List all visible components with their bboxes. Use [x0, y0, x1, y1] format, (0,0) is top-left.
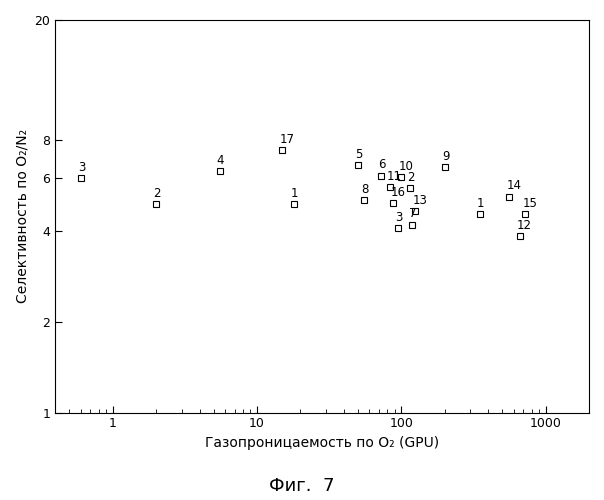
Text: 16: 16: [391, 186, 405, 199]
Text: 3: 3: [78, 160, 85, 173]
Text: 2: 2: [407, 171, 415, 184]
Text: 1: 1: [477, 197, 484, 210]
Text: 5: 5: [355, 148, 362, 161]
Text: 12: 12: [517, 219, 532, 232]
Text: 7: 7: [409, 208, 416, 220]
Text: 11: 11: [387, 170, 402, 182]
Text: Фиг.  7: Фиг. 7: [269, 477, 335, 495]
Text: 2: 2: [153, 187, 161, 200]
Text: 15: 15: [522, 197, 537, 210]
Text: 10: 10: [399, 160, 413, 172]
X-axis label: Газопроницаемость по O₂ (GPU): Газопроницаемость по O₂ (GPU): [205, 436, 439, 450]
Text: 6: 6: [378, 158, 385, 172]
Text: 3: 3: [395, 210, 403, 224]
Text: 1: 1: [291, 187, 298, 200]
Text: 13: 13: [413, 194, 428, 207]
Text: 14: 14: [507, 180, 521, 192]
Y-axis label: Селективность по O₂/N₂: Селективность по O₂/N₂: [15, 129, 29, 304]
Text: 8: 8: [361, 183, 368, 196]
Text: 17: 17: [280, 133, 295, 146]
Text: 9: 9: [442, 150, 449, 163]
Text: 4: 4: [217, 154, 224, 167]
